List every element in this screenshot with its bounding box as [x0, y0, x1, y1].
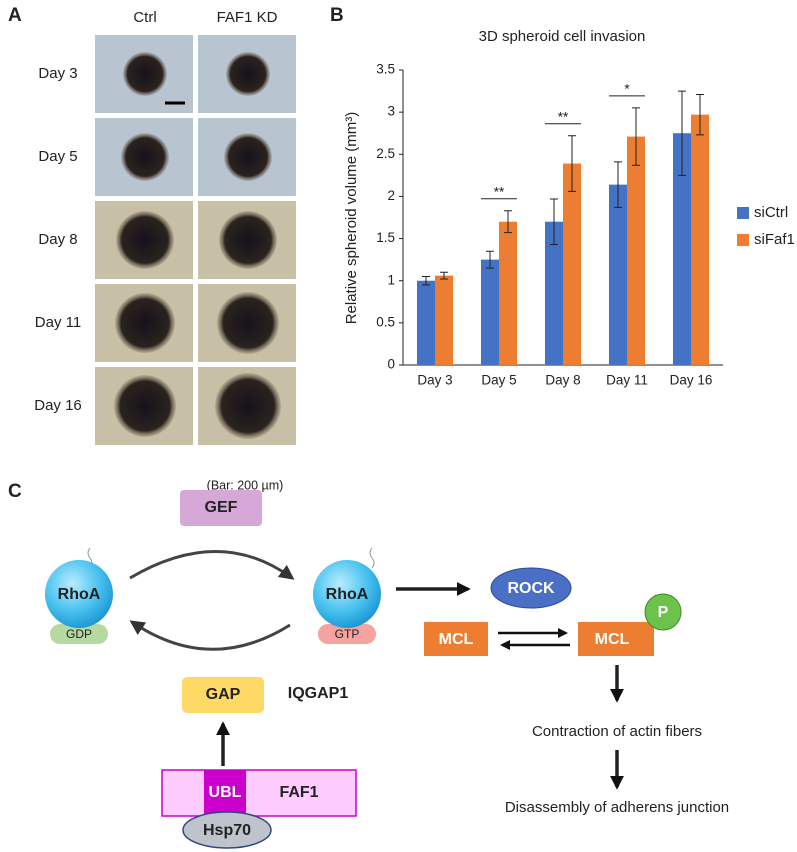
iqgap1-label: IQGAP1 [288, 685, 349, 702]
mcl-box [578, 622, 654, 656]
spheroid [215, 373, 281, 439]
panel-c: GEF GDP RhoA GTP RhoA ROCK MCL MCL P GAP… [45, 490, 729, 849]
gtp-label: GTP [335, 627, 360, 641]
significance-label: ** [494, 184, 505, 199]
error-bar [696, 93, 704, 136]
y-tick-label: 0.5 [376, 314, 395, 329]
rock-label: ROCK [507, 580, 555, 597]
phospho-label: P [658, 604, 669, 621]
mcl-label: MCL [595, 631, 630, 648]
faf1-box [161, 769, 357, 817]
bar [417, 280, 435, 365]
legend-swatch [737, 207, 749, 219]
bar [545, 221, 563, 365]
error-bar [632, 107, 640, 166]
y-tick-label: 1 [387, 272, 395, 287]
x-tick-label: Day 16 [670, 373, 713, 388]
x-tick-label: Day 3 [417, 373, 452, 388]
bar [627, 136, 645, 365]
panel-label: B [330, 5, 344, 26]
hsp70-label: Hsp70 [203, 822, 251, 839]
mcl-label: MCL [439, 631, 474, 648]
error-bar [678, 90, 686, 176]
legend-label: siCtrl [754, 204, 788, 221]
spheroid [116, 211, 174, 269]
hsp70-node [182, 811, 272, 849]
outcome-label: Contraction of actin fibers [532, 723, 702, 740]
rock-node [490, 567, 572, 609]
x-tick-label: Day 8 [545, 373, 580, 388]
significance-label: * [624, 81, 630, 96]
tail [369, 547, 375, 569]
error-bar [614, 161, 622, 208]
error-bar [440, 271, 448, 280]
y-axis-label: Relative spheroid volume (mm³) [343, 112, 360, 325]
spheroid [226, 52, 270, 96]
row-label: Day 11 [35, 314, 81, 331]
column-label: FAF1 KD [217, 9, 278, 26]
chart-title: 3D spheroid cell invasion [479, 28, 646, 45]
x-tick-label: Day 5 [481, 373, 516, 388]
ubl-box [204, 770, 246, 816]
error-bar [486, 250, 494, 269]
gdp-pill [50, 624, 108, 644]
rhoa-label: RhoA [58, 586, 101, 603]
gef-box [180, 490, 262, 526]
error-bar [422, 276, 430, 286]
row-label: Day 8 [38, 231, 77, 248]
bar [691, 114, 709, 366]
panel-label: C [8, 481, 22, 502]
gtp-pill [318, 624, 376, 644]
spheroid [219, 211, 277, 269]
scale-note: (Bar: 200 µm) [207, 478, 284, 492]
spheroid [114, 375, 176, 437]
gdp-label: GDP [66, 627, 92, 641]
panel-a: Ctrl FAF1 KD (Bar: 200 µm) Day 3 Day 5 Day… [34, 9, 296, 492]
bar [563, 163, 581, 365]
y-tick-label: 3.5 [376, 62, 395, 77]
row-label: Day 3 [38, 65, 77, 82]
activation-arrow [129, 550, 295, 580]
bar [499, 221, 517, 365]
spheroid [224, 133, 272, 181]
gap-box [182, 677, 264, 713]
error-bar [568, 135, 576, 192]
spheroid [217, 292, 279, 354]
y-tick-label: 3 [387, 104, 395, 119]
y-tick-label: 2 [387, 188, 395, 203]
column-label: Ctrl [133, 9, 156, 26]
spheroid [115, 293, 175, 353]
panel-b: 3D spheroid cell invasion Relative spher… [343, 28, 795, 388]
phospho-node [644, 593, 682, 631]
error-bar [550, 198, 558, 245]
bar [481, 259, 499, 365]
error-bar [504, 210, 512, 234]
row-label: Day 5 [38, 148, 77, 165]
faf1-label: FAF1 [279, 784, 318, 801]
bar [435, 275, 453, 365]
legend-swatch [737, 234, 749, 246]
bar [609, 184, 627, 365]
inactivation-arrow [129, 620, 291, 651]
legend-label: siFaf1 [754, 231, 795, 248]
bar [673, 133, 691, 365]
significance-label: ** [558, 109, 569, 124]
spheroid [123, 52, 167, 96]
rhoa-node [45, 560, 113, 628]
y-tick-label: 0 [387, 357, 395, 372]
spheroid [121, 133, 169, 181]
rhoa-label: RhoA [326, 586, 369, 603]
panel-label: A [8, 5, 22, 26]
outcome-label: Disassembly of adherens junction [505, 799, 729, 816]
gef-label: GEF [205, 499, 238, 516]
gap-label: GAP [206, 686, 241, 703]
row-label: Day 16 [34, 397, 82, 414]
x-tick-label: Day 11 [606, 373, 648, 388]
y-tick-label: 1.5 [376, 230, 395, 245]
mcl-box [424, 622, 488, 656]
rhoa-node [313, 560, 381, 628]
y-tick-label: 2.5 [376, 146, 395, 161]
ubl-label: UBL [209, 784, 242, 801]
